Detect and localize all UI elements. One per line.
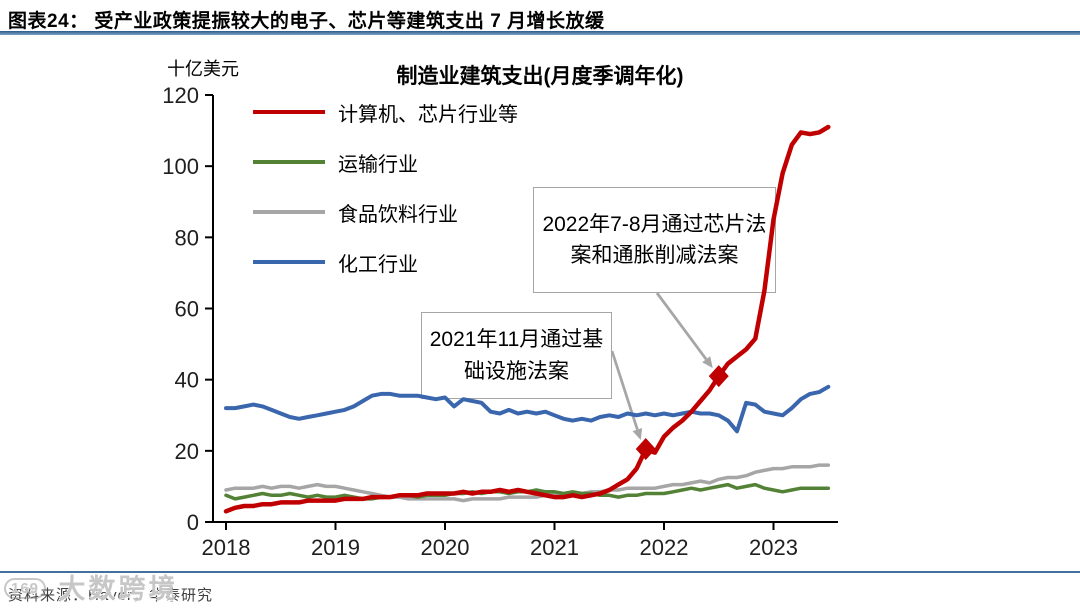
event-diamond-marker-2022-07: [708, 365, 729, 388]
legend-line-swatch-red: [253, 110, 325, 114]
x-tick-label: 2019: [311, 535, 360, 560]
header-divider: [0, 31, 1080, 35]
series-line-transport: [224, 482, 831, 501]
x-tick-label: 2020: [421, 535, 470, 560]
watermark: 169 大数跨境: [4, 567, 179, 606]
legend-label: 运输行业: [338, 153, 418, 176]
legend-item-computers-chips: 计算机、芯片行业等: [253, 100, 518, 126]
watermark-text: 大数跨境: [58, 574, 179, 604]
legend-item-food-beverage: 食品饮料行业: [253, 200, 518, 226]
y-tick-label: 20: [175, 439, 199, 464]
series-line-food-beverage: [224, 463, 831, 503]
legend-line-swatch-green: [253, 160, 325, 164]
legend-line-swatch-gray: [253, 210, 325, 214]
annotation-infrastructure-act-text: 2021年11月通过基础设施法案: [429, 328, 604, 383]
y-tick-label: 40: [175, 368, 199, 393]
annotation-chips-act-box: 2022年7-8月通过芯片法案和通胀削减法案: [533, 187, 776, 293]
watermark-logo: 169: [4, 578, 47, 599]
y-axis-unit-label: 十亿美元: [167, 59, 239, 79]
legend-label: 食品饮料行业: [338, 203, 458, 226]
legend-label: 化工行业: [338, 253, 418, 276]
annotation-chips-act-text: 2022年7-8月通过芯片法案和通胀削减法案: [542, 212, 767, 268]
chart-title: 制造业建筑支出(月度季调年化): [396, 65, 684, 88]
leader-line-infrastructure-act: [610, 350, 639, 431]
legend-line-swatch-blue: [253, 260, 325, 264]
source-note: 资料来源：Haver，华泰研究: [8, 587, 214, 604]
x-tick-label: 2021: [530, 535, 579, 560]
legend-item-chemical: 化工行业: [253, 250, 518, 276]
y-tick-label: 100: [162, 154, 199, 179]
figure-header: 图表24： 受产业政策提振较大的电子、芯片等建筑支出 7 月增长放缓: [8, 6, 1072, 33]
x-tick-label: 2022: [640, 535, 689, 560]
y-tick-label: 120: [162, 83, 199, 108]
y-tick-label: 60: [175, 297, 199, 322]
leader-line-chips-act-arrowhead: [702, 356, 713, 369]
event-diamond-marker-2021-11: [635, 438, 656, 461]
footer-divider: [0, 571, 1080, 573]
legend-item-transport: 运输行业: [253, 150, 518, 176]
legend-label: 计算机、芯片行业等: [338, 103, 518, 126]
x-tick-label: 2018: [202, 535, 251, 560]
y-tick-label: 0: [187, 510, 199, 535]
leader-line-infrastructure-act-arrowhead: [632, 428, 643, 441]
y-tick-label: 80: [175, 225, 199, 250]
leader-line-chips-act: [655, 292, 708, 361]
x-tick-label: 2023: [749, 535, 798, 560]
chart-legend: 计算机、芯片行业等 运输行业 食品饮料行业 化工行业: [253, 100, 518, 276]
annotation-infrastructure-act-box: 2021年11月通过基础设施法案: [421, 312, 612, 399]
figure-title: 图表24： 受产业政策提振较大的电子、芯片等建筑支出 7 月增长放缓: [8, 11, 605, 32]
